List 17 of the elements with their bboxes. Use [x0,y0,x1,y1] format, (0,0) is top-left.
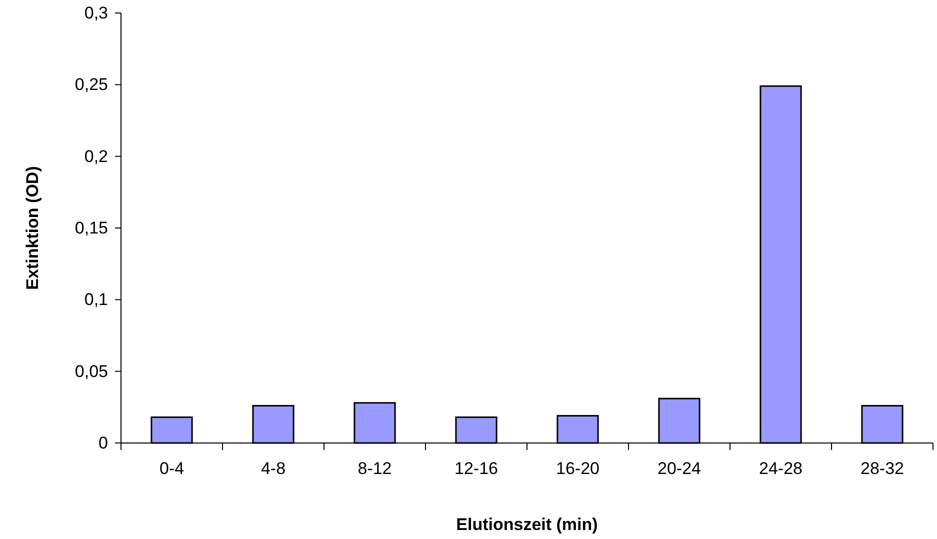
y-tick-label: 0,25 [74,75,108,94]
x-tick-label: 12-16 [454,459,498,478]
x-tick-label: 24-28 [759,459,802,478]
y-axis-title: Extinktion (OD) [23,166,42,290]
x-tick-label: 28-32 [860,459,904,478]
y-tick-label: 0,05 [74,362,108,381]
y-tick-label: 0,2 [84,146,108,166]
y-tick-label: 0,15 [74,218,108,238]
x-tick-label: 20-24 [658,459,701,478]
x-tick-label: 4-8 [260,459,286,478]
y-tick-label: 0,1 [84,290,108,310]
x-tick-label: 16-20 [556,459,600,478]
x-tick-label: 8-12 [358,459,392,478]
y-tick-label: 0,3 [84,3,108,22]
y-tick-label: 0 [98,433,108,452]
x-axis-title: Elutionszeit (min) [456,515,598,534]
x-tick-label: 0-4 [159,459,184,478]
